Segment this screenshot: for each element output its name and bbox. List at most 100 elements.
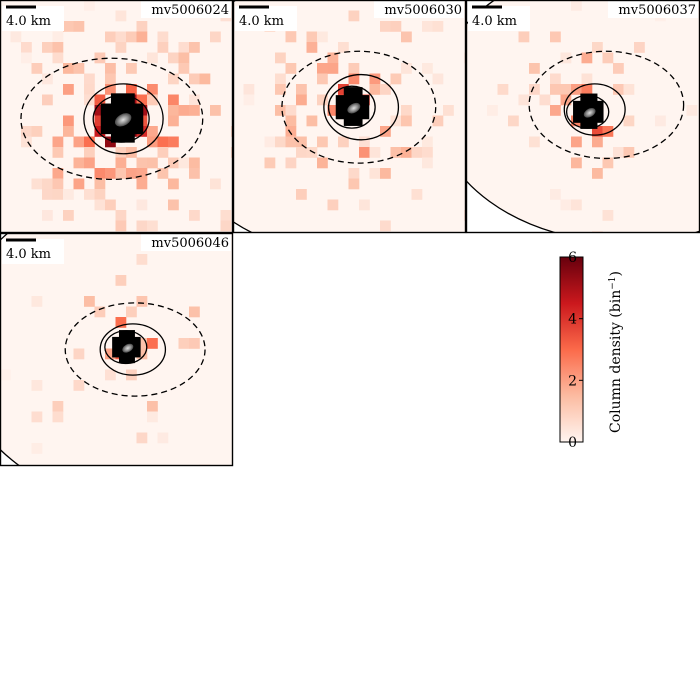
density-cell [401,115,412,127]
density-cell [31,411,43,423]
density-cell [94,126,106,137]
density-cell [359,199,370,211]
density-cell [52,401,64,412]
density-cell [168,178,179,190]
density-cell [296,147,307,158]
density-cell [115,31,127,43]
density-cell [178,42,190,53]
density-cell [359,147,370,158]
density-cell [168,94,179,106]
density-cell [31,126,43,137]
density-cell [210,178,221,190]
density-cell [317,63,328,74]
contour-dashed [281,50,437,164]
density-cell [157,136,169,148]
density-cell [592,42,603,53]
density-cell [115,147,127,158]
density-cell [105,84,116,95]
density-cell [296,136,307,148]
density-cell [422,21,433,32]
density-cell [348,73,360,85]
density-cell [168,115,179,127]
density-cell [136,199,148,211]
density-cell [529,63,540,74]
density-cell [21,126,32,137]
density-cell [359,136,370,148]
density-cell [157,168,169,179]
density-cell [317,157,328,169]
contour-dashed [64,302,206,397]
density-cell [369,147,381,158]
density-cell [42,42,53,53]
density-cell [243,94,255,106]
density-cell [84,73,95,85]
density-cell [550,73,561,85]
density-cell [52,52,64,64]
density-cell [105,199,116,211]
density-cell [21,136,32,148]
density-cell [31,63,43,74]
density-cell [94,94,106,106]
density-cell [390,21,402,32]
contour-solid [323,73,400,141]
density-cell [52,147,64,158]
density-cell [73,380,85,391]
density-cell [147,338,158,349]
density-cell [126,63,137,74]
density-cell [84,296,95,307]
panel-label: mv5006046 [151,236,229,251]
density-cell [602,52,614,64]
density-cell [199,73,211,85]
density-cell [84,136,95,148]
density-cell [602,210,614,221]
density-cell [63,84,74,95]
contour-solid [99,323,167,376]
density-cell [210,105,221,116]
density-cell [550,31,561,43]
density-cell [189,73,200,85]
density-cell [31,443,43,454]
density-cell [317,94,328,106]
density-cell [432,115,444,127]
density-cell [105,369,116,381]
density-cell [63,63,74,74]
density-cell [52,189,64,200]
density-cell [189,338,200,349]
nucleus [583,108,596,118]
density-cell [42,210,53,221]
scale-bar: 4.0 km [468,5,530,31]
density-cell [401,63,412,74]
density-cell [21,52,32,64]
density-cell [94,105,106,116]
density-cell [189,168,200,179]
density-cell [105,348,116,360]
density-cell [73,136,85,148]
density-cell [338,42,349,53]
density-cell [189,157,200,169]
density-cell [126,306,137,318]
density-cell [94,168,106,179]
density-cell [327,105,339,116]
density-cell [157,31,169,43]
density-cell [210,31,221,43]
density-cell [390,147,402,158]
density-cell [73,63,85,74]
panel-label: mv5006024 [151,3,229,18]
density-cell [94,178,106,190]
density-cell [136,178,148,190]
density-cell [115,10,127,22]
density-cell [42,178,53,190]
contour-solid [563,83,626,136]
density-cell [84,84,95,95]
density-cell [285,126,297,137]
density-cell [581,73,593,85]
density-cell [550,189,561,200]
density-cell [550,105,561,116]
panel-mv5006037: 4.0 km mv5006037 [465,0,700,234]
density-cell [443,105,454,116]
density-cell [189,94,200,106]
density-cell [147,401,158,412]
density-cell [581,52,593,64]
density-cell [115,317,127,328]
nucleus [114,113,132,127]
